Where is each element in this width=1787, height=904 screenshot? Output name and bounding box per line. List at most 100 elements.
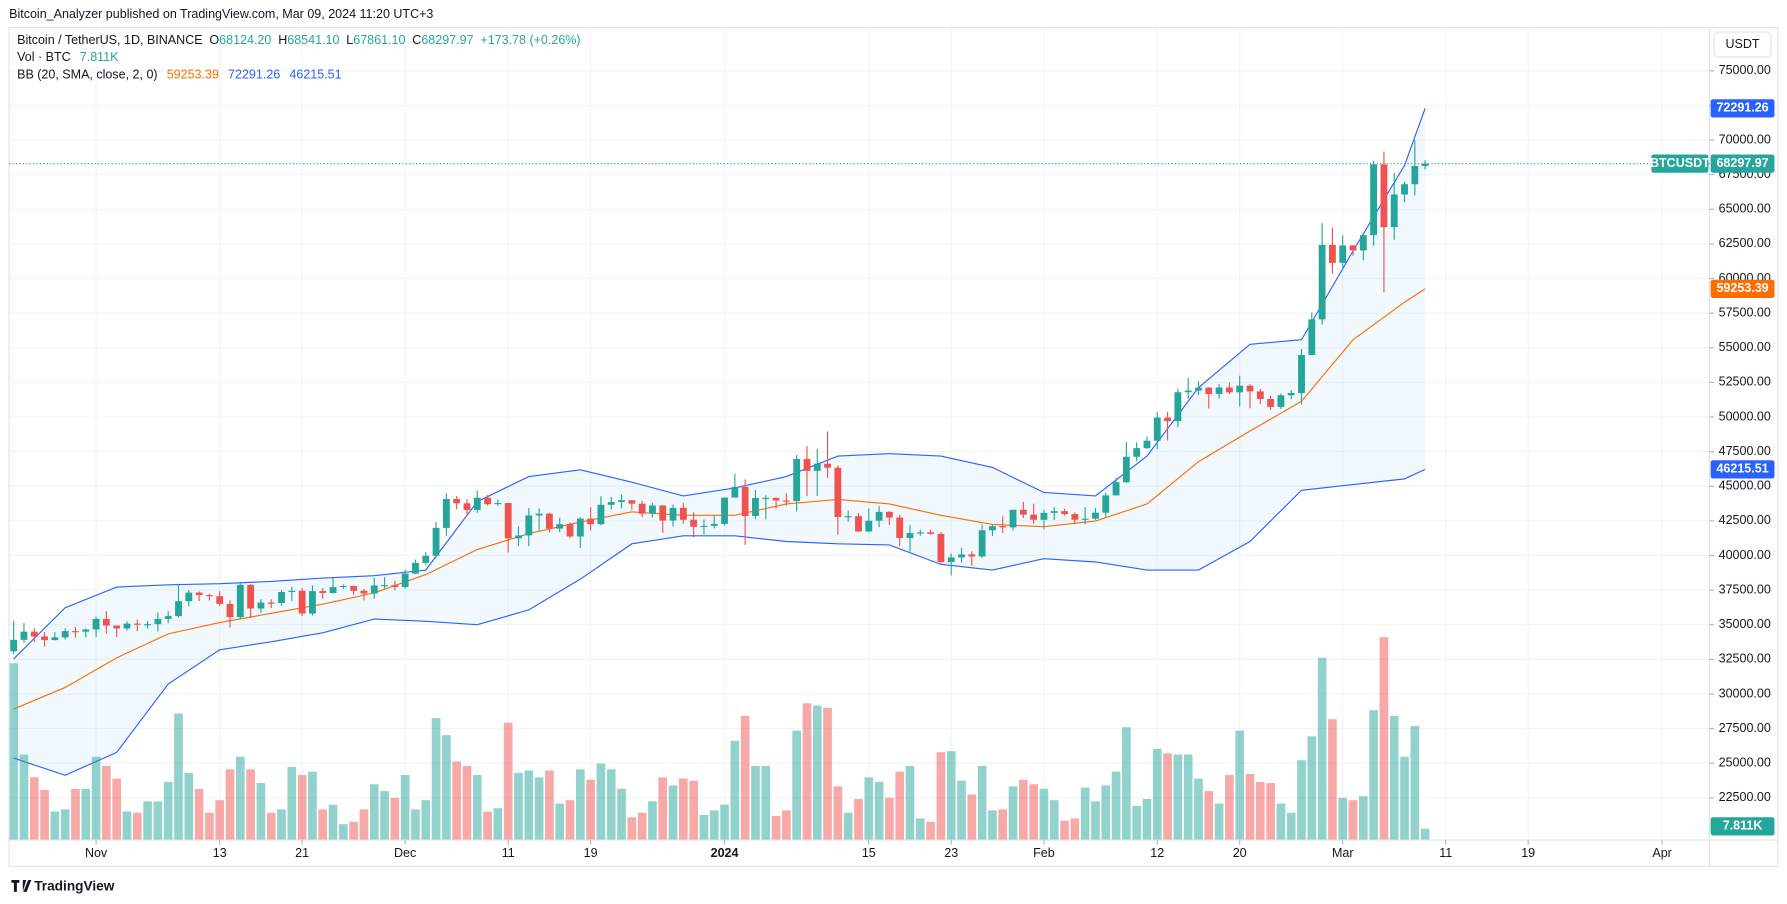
candle-body (865, 520, 873, 532)
candle-body (164, 616, 172, 619)
volume-bar (771, 816, 781, 841)
volume-bar (1101, 785, 1111, 841)
candle-body (1267, 399, 1275, 407)
y-tick-label: 70000.00 (1719, 132, 1771, 146)
volume-bar (1245, 773, 1255, 841)
candle-body (1205, 387, 1213, 395)
candle-body (319, 591, 327, 594)
volume-bar (617, 788, 626, 841)
volume-bar (143, 801, 152, 841)
volume-bar (792, 730, 801, 841)
volume-bar (1400, 756, 1409, 841)
volume-bar (1369, 710, 1378, 841)
candle-body (267, 602, 275, 604)
basis-tag-bg (1710, 279, 1775, 298)
candle-body (958, 554, 965, 558)
candle-body (607, 502, 615, 505)
candle-body (113, 625, 121, 629)
candle-body (916, 532, 924, 534)
volume-value: 7.811K (80, 51, 119, 65)
ohlc-key: O (209, 33, 219, 47)
candle-body (1019, 509, 1027, 515)
x-tick-label: 13 (213, 846, 227, 860)
volume-bar (998, 809, 1008, 841)
x-tick-label: 12 (1150, 846, 1164, 860)
y-tick-label: 45000.00 (1719, 479, 1771, 493)
x-tick-label: 11 (502, 846, 515, 860)
volume-bar (565, 800, 575, 841)
candle-body (1401, 184, 1408, 195)
volume-bar (411, 809, 420, 841)
volume-bar (297, 775, 307, 841)
volume-bar (1019, 779, 1028, 841)
legend-bb-line: BB (20, SMA, close, 2, 0) 59253.39 72291.2… (17, 68, 342, 82)
bb-name: BB (20, SMA, close, 2, 0) (17, 68, 158, 82)
candle-body (41, 636, 48, 641)
volume-bar (751, 765, 760, 841)
y-tick-label: 25000.00 (1719, 756, 1771, 770)
candle-body (762, 497, 770, 500)
volume-bar (1060, 820, 1069, 841)
volume-bar (864, 777, 874, 841)
candle-body (1390, 194, 1398, 228)
volume-bar (1225, 775, 1234, 841)
candle-body (824, 463, 831, 468)
candle-body (82, 629, 90, 632)
candle-body (1277, 395, 1285, 407)
candle-body (947, 557, 955, 562)
candle-body (1009, 509, 1017, 528)
volume-bar (246, 769, 255, 841)
y-tick-label: 57500.00 (1719, 305, 1771, 319)
volume-bar (102, 765, 111, 841)
candle-body (803, 458, 811, 471)
volume-bar (1080, 787, 1090, 841)
candle-body (381, 585, 388, 587)
x-tick-label: Mar (1332, 846, 1354, 860)
y-tick-label: 32500.00 (1719, 652, 1771, 666)
candle-body (649, 505, 656, 514)
volume-bar (60, 809, 70, 841)
volume-bar (19, 754, 29, 841)
volume-bar (81, 788, 91, 841)
candle-body (752, 498, 759, 517)
y-tick-label: 42500.00 (1719, 513, 1771, 527)
brand: TradingView (34, 878, 115, 893)
volume-bar (874, 781, 884, 841)
volume-bar (71, 788, 80, 841)
candle-body (515, 535, 522, 539)
volume-bar (1358, 796, 1368, 841)
candle-body (453, 498, 461, 504)
candle-body (628, 500, 636, 504)
candle-body (1195, 387, 1202, 391)
volume-bar (40, 789, 49, 841)
candle-body (1370, 164, 1378, 236)
candle-body (309, 591, 316, 614)
candle-body (30, 631, 38, 637)
volume-bar (1142, 798, 1152, 841)
currency-box (1713, 31, 1772, 58)
x-tick-label: 15 (862, 846, 876, 860)
lower-band-tag: 46215.51 (1716, 462, 1768, 476)
candle-body (175, 601, 182, 617)
candle-body (690, 519, 698, 527)
x-tick-label: 19 (1521, 846, 1535, 860)
volume-bar (957, 780, 966, 841)
volume-bar (1049, 800, 1059, 841)
volume-bar (390, 797, 400, 841)
candle-body (1040, 512, 1048, 520)
ticker-tag: BTCUSDT (1650, 156, 1710, 170)
candle-body (659, 505, 667, 521)
volume-bar (1214, 803, 1224, 841)
volume-bar (709, 810, 719, 841)
candle-body (669, 507, 677, 521)
volume-bar (205, 812, 214, 841)
x-tick-label: Apr (1652, 846, 1671, 860)
volume-bar (555, 803, 565, 841)
candle-body (989, 526, 996, 531)
volume-bar (235, 756, 245, 841)
candle-body (638, 503, 646, 514)
volume-bar (1297, 760, 1306, 841)
y-tick-label: 75000.00 (1719, 63, 1771, 77)
candle-body (1256, 391, 1264, 400)
